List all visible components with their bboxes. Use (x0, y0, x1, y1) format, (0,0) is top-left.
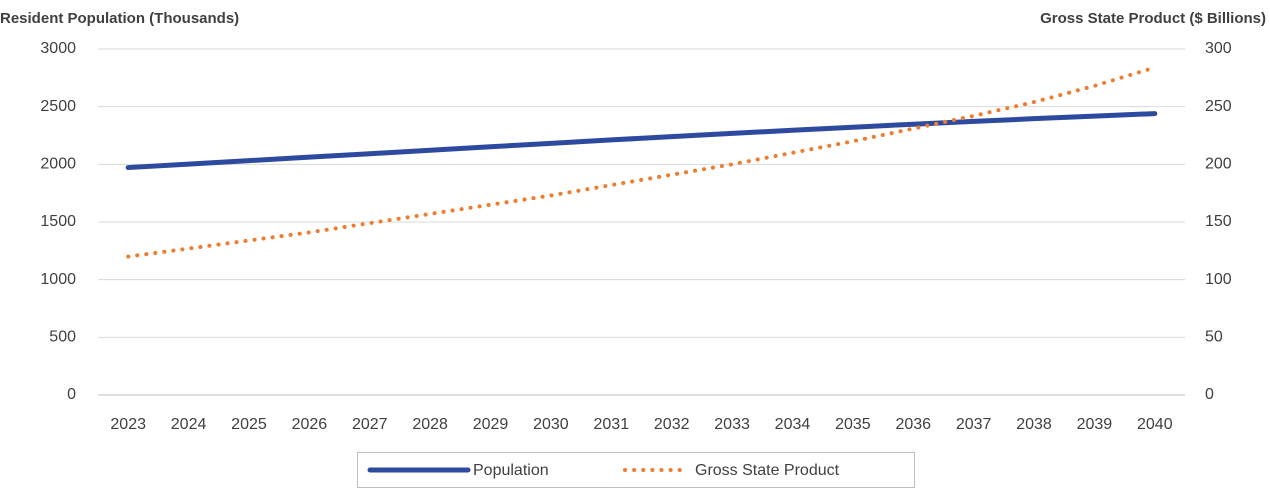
y-tick-label: 2500 (40, 98, 76, 115)
x-tick-label: 2025 (231, 416, 267, 433)
y2-tick-label: 250 (1205, 98, 1232, 115)
y2-tick-label: 0 (1205, 386, 1214, 403)
x-tick-label: 2033 (714, 416, 750, 433)
y-tick-label: 1500 (40, 213, 76, 230)
y-tick-label: 0 (67, 386, 76, 403)
y-tick-label: 2000 (40, 156, 76, 173)
legend-label: Gross State Product (695, 462, 840, 479)
x-tick-label: 2027 (352, 416, 388, 433)
y-tick-label: 1000 (40, 271, 76, 288)
x-tick-label: 2031 (594, 416, 630, 433)
y2-axis-title: Gross State Product ($ Billions) (1040, 10, 1266, 27)
legend-label: Population (473, 462, 549, 479)
y2-tick-label: 50 (1205, 329, 1223, 346)
y2-tick-label: 300 (1205, 40, 1232, 57)
x-tick-label: 2036 (895, 416, 931, 433)
y-axis-title: Resident Population (Thousands) (0, 10, 239, 27)
x-tick-label: 2038 (1016, 416, 1052, 433)
x-tick-label: 2028 (412, 416, 448, 433)
x-tick-label: 2023 (110, 416, 146, 433)
series-line (125, 111, 1158, 171)
x-tick-label: 2024 (171, 416, 207, 433)
y-tick-label: 500 (49, 329, 76, 346)
y-tick-label: 3000 (40, 40, 76, 57)
x-tick-label: 2035 (835, 416, 871, 433)
y2-tick-label: 150 (1205, 213, 1232, 230)
x-tick-label: 2029 (473, 416, 509, 433)
y2-tick-label: 100 (1205, 271, 1232, 288)
x-tick-label: 2034 (775, 416, 811, 433)
x-tick-label: 2030 (533, 416, 569, 433)
x-tick-label: 2039 (1077, 416, 1113, 433)
x-tick-label: 2026 (292, 416, 328, 433)
series-line (126, 65, 1157, 259)
y2-tick-label: 200 (1205, 156, 1232, 173)
x-tick-label: 2040 (1137, 416, 1173, 433)
x-tick-label: 2032 (654, 416, 690, 433)
x-tick-label: 2037 (956, 416, 992, 433)
